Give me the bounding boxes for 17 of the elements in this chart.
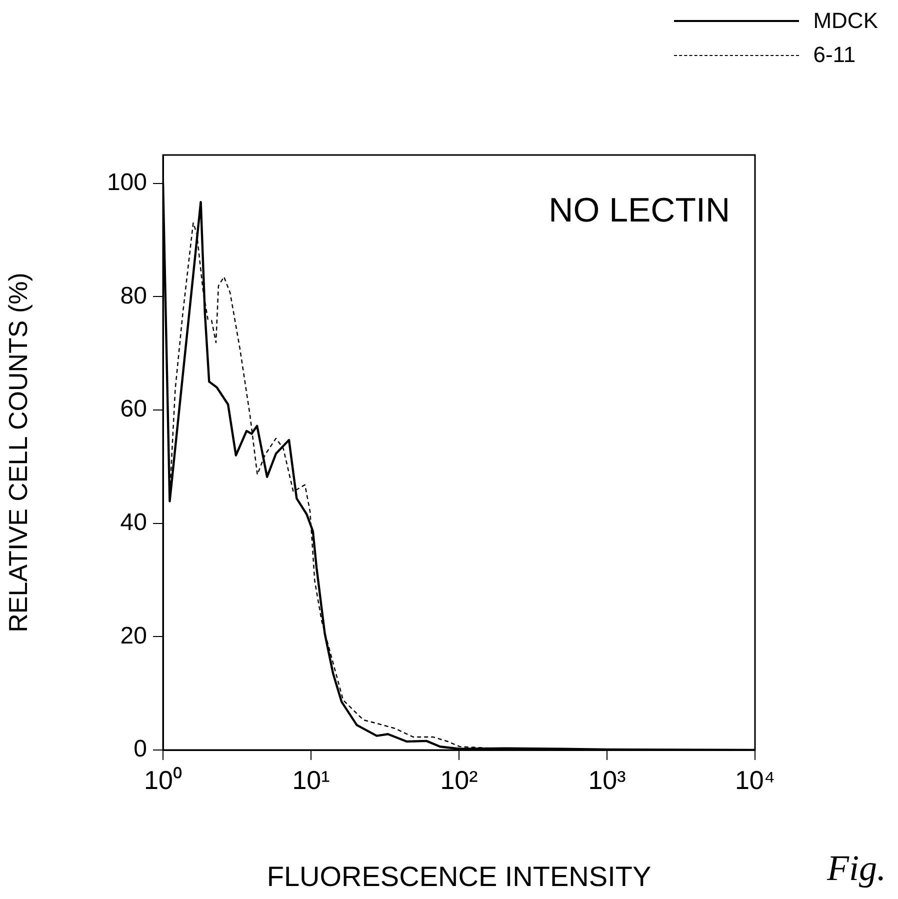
y-tick-label: 80: [120, 282, 147, 310]
x-tick-label: 10⁴: [734, 764, 776, 795]
y-axis-title: RELATIVE CELL COUNTS (%): [2, 272, 33, 632]
y-tick-label: 20: [120, 622, 147, 650]
x-tick-label: 10⁰: [144, 764, 182, 795]
x-tick-label: 10¹: [292, 764, 330, 795]
y-tick-label: 100: [106, 168, 147, 196]
annotation: NO LECTIN: [548, 191, 730, 230]
x-tick-label: 10³: [588, 764, 626, 795]
y-tick-label: 60: [120, 396, 147, 423]
text: 6-11: [813, 42, 856, 68]
x-tick-label: 10²: [440, 764, 478, 795]
text: MDCK: [813, 8, 878, 34]
x-axis-title: FLUORESCENCE INTENSITY: [266, 860, 652, 892]
text: Fig.: [827, 847, 886, 889]
y-tick-label: 0: [134, 736, 147, 763]
y-tick-label: 40: [120, 508, 147, 536]
